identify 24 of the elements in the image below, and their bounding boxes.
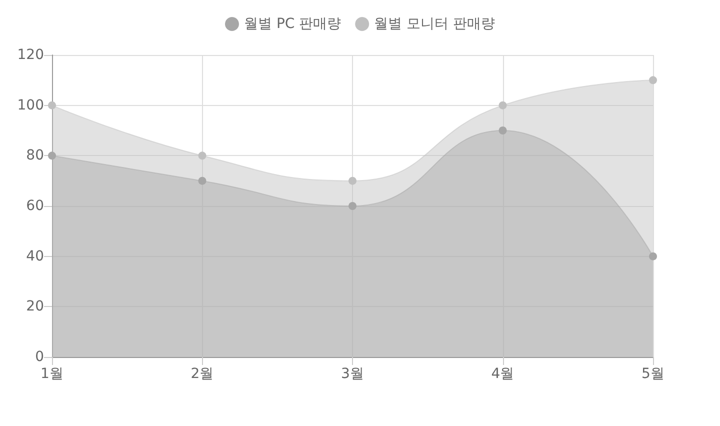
point: [348, 176, 356, 185]
x-tick-label: 3월: [341, 366, 364, 382]
point: [498, 101, 507, 110]
x-tick-label: 1월: [40, 366, 64, 382]
legend-label: 월별 PC 판매량: [244, 16, 342, 32]
legend-label: 월별 모니터 판매량: [374, 16, 496, 32]
x-tick-label: 2월: [190, 366, 214, 382]
point: [498, 126, 507, 134]
y-tick-label: 40: [26, 248, 44, 264]
y-tick-label: 20: [26, 298, 44, 315]
point: [198, 152, 206, 160]
point: [198, 176, 206, 185]
x-tick-label: 4월: [491, 366, 514, 382]
y-tick-label: 100: [17, 97, 44, 114]
point: [649, 252, 657, 260]
y-tick-label: 120: [17, 47, 44, 63]
point: [348, 202, 356, 210]
y-tick-label: 80: [26, 148, 44, 164]
point: [48, 101, 56, 110]
y-tick-label: 60: [26, 198, 44, 214]
x-tick-label: 5월: [642, 366, 664, 382]
y-tick-label: 0: [35, 349, 44, 365]
point: [649, 76, 657, 84]
point: [48, 152, 56, 160]
